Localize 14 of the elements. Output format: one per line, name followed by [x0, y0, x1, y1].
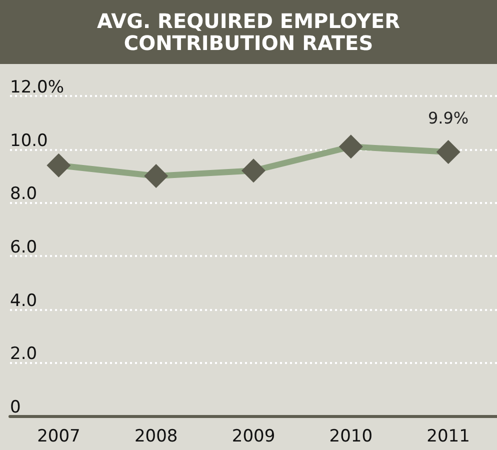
y-tick-label: 2.0 [10, 344, 38, 364]
y-tick-label: 12.0% [10, 78, 64, 98]
x-tick-label: 2010 [329, 426, 373, 446]
data-label: 9.9% [428, 108, 469, 128]
y-tick-label: 6.0 [10, 238, 38, 258]
x-tick-label: 2008 [134, 426, 178, 446]
y-tick-label: 8.0 [10, 184, 38, 204]
x-tick-label: 2007 [37, 426, 80, 446]
chart-title: AVG. REQUIRED EMPLOYER CONTRIBUTION RATES [0, 0, 497, 64]
y-tick-label: 10.0 [10, 130, 48, 151]
y-tick-label: 4.0 [10, 290, 38, 311]
y-tick-label: 0 [10, 398, 21, 418]
x-tick-label: 2009 [232, 426, 276, 446]
x-tick-label: 2011 [426, 426, 470, 446]
